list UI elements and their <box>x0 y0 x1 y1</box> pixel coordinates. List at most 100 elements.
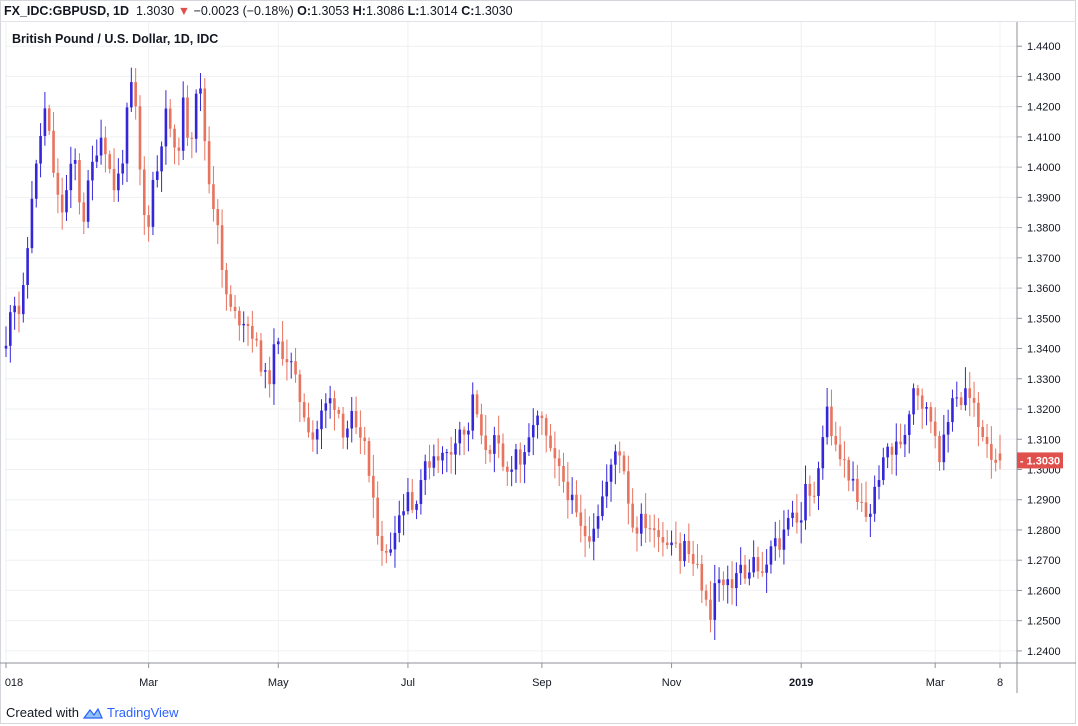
price-chart[interactable]: 1.24001.25001.26001.27001.28001.29001.30… <box>0 22 1076 698</box>
candle-down <box>860 501 864 503</box>
candle-up <box>523 452 526 465</box>
tradingview-brand[interactable]: TradingView <box>106 705 179 720</box>
candle-down <box>977 402 980 428</box>
candle-up <box>160 146 163 172</box>
candle-down <box>674 542 678 544</box>
candle-down <box>696 563 699 565</box>
candle-up <box>942 434 946 463</box>
candle-up <box>773 538 777 547</box>
y-tick-label: 1.4000 <box>1027 162 1061 174</box>
candle-up <box>43 108 47 136</box>
candle-down <box>285 359 289 363</box>
high-value: 1.3086 <box>365 4 405 18</box>
y-tick-label: 1.4400 <box>1027 41 1061 53</box>
y-tick-label: 1.2400 <box>1027 646 1061 658</box>
candle-up <box>86 180 90 222</box>
candle-up <box>951 398 954 423</box>
x-tick-label: Nov <box>662 677 682 689</box>
candle-down <box>311 432 315 440</box>
x-tick-label: 018 <box>5 677 23 689</box>
candle-up <box>735 573 738 589</box>
candle-down <box>583 525 587 537</box>
candle-down <box>233 306 237 311</box>
last-price: 1.3030 <box>135 4 175 18</box>
candle-up <box>4 345 8 349</box>
candle-up <box>242 323 245 326</box>
candle-down <box>207 141 211 185</box>
candle-up <box>514 449 518 470</box>
candles <box>4 67 1002 640</box>
candle-down <box>484 435 488 450</box>
y-tick-label: 1.3500 <box>1027 313 1061 325</box>
close-value: 1.3030 <box>474 4 513 18</box>
candle-up <box>946 422 950 435</box>
x-tick-label: Jul <box>401 677 415 689</box>
y-tick-label: 1.4200 <box>1027 102 1061 114</box>
y-tick-label: 1.3100 <box>1027 434 1061 446</box>
x-tick-label: Sep <box>532 677 552 689</box>
candle-down <box>635 527 639 534</box>
candle-down <box>112 168 116 191</box>
candle-down <box>480 414 483 436</box>
candle-up <box>786 518 790 530</box>
candle-down <box>255 338 258 341</box>
candle-up <box>130 82 133 108</box>
last-price-tag <box>1017 452 1063 469</box>
high-label: H: <box>352 4 366 18</box>
y-tick-label: 1.2700 <box>1027 555 1061 567</box>
candle-up <box>346 428 349 438</box>
candle-down <box>104 137 107 155</box>
candle-up <box>799 520 803 523</box>
candle-down <box>190 137 194 139</box>
candle-down <box>575 494 578 513</box>
candle-down <box>294 361 297 375</box>
candle-down <box>186 97 189 138</box>
candle-down <box>56 172 60 195</box>
candle-down <box>138 106 142 170</box>
candle-down <box>359 427 362 438</box>
candle-up <box>912 388 915 415</box>
candle-down <box>385 550 388 553</box>
y-tick-label: 1.3400 <box>1027 344 1061 356</box>
candle-up <box>765 564 768 573</box>
candle-up <box>752 557 755 573</box>
candle-down <box>47 108 51 131</box>
candle-down <box>220 225 224 271</box>
x-tick-label: 2019 <box>789 677 813 689</box>
candle-up <box>670 542 673 546</box>
candle-down <box>722 579 725 586</box>
candle-down <box>938 435 941 463</box>
candle-down <box>376 497 379 536</box>
low-label: L: <box>407 4 420 18</box>
candle-down <box>501 443 505 467</box>
candle-up <box>73 160 77 164</box>
candle-down <box>259 340 263 372</box>
candle-up <box>181 97 185 151</box>
candle-up <box>350 410 354 429</box>
candle-down <box>436 456 440 461</box>
open-label: O: <box>297 4 312 18</box>
y-tick-label: 1.4300 <box>1027 71 1061 83</box>
x-tick-label: May <box>268 677 289 689</box>
candle-up <box>739 564 742 574</box>
candle-up <box>821 437 825 469</box>
candle-up <box>276 341 280 345</box>
candle-down <box>147 215 150 227</box>
candle-up <box>726 579 730 586</box>
candle-up <box>964 388 967 406</box>
candle-up <box>713 583 717 620</box>
candle-down <box>657 530 660 538</box>
candle-down <box>229 294 233 307</box>
candle-down <box>428 461 431 468</box>
candle-down <box>631 503 634 528</box>
candle-up <box>851 478 855 481</box>
candle-up <box>869 513 872 517</box>
candle-down <box>808 483 812 496</box>
candle-up <box>91 161 94 181</box>
candle-up <box>782 529 786 550</box>
candle-up <box>596 516 600 529</box>
candle-up <box>328 398 332 404</box>
candle-down <box>506 466 509 472</box>
candle-up <box>99 137 103 156</box>
y-tick-label: 1.2500 <box>1027 616 1061 628</box>
